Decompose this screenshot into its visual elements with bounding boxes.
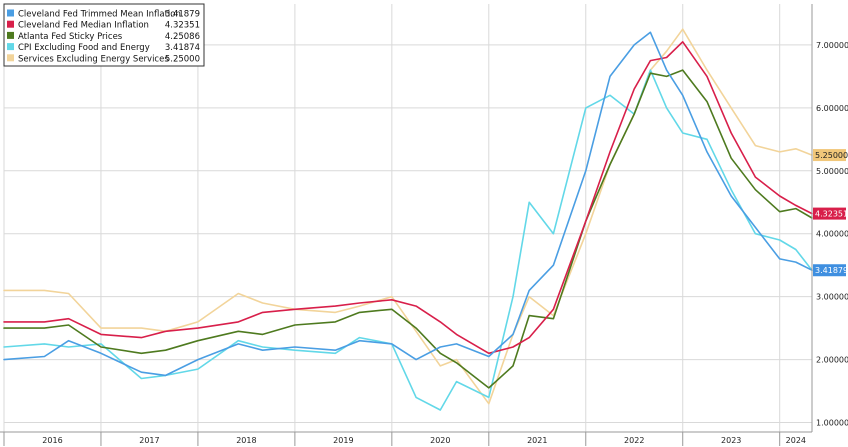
y-tick-label: 6.00000 [816, 104, 848, 113]
series-line [3, 69, 813, 389]
end-value-badge [813, 149, 846, 162]
legend-box [3, 3, 205, 67]
x-tick-label: 2024 [786, 436, 806, 445]
x-tick-label: 2021 [527, 436, 547, 445]
legend-series-value: 3.41874 [165, 43, 200, 53]
legend-series-value: 5.25000 [165, 54, 200, 64]
end-value-label: 4.32351 [815, 210, 848, 219]
y-tick-label: 7.00000 [816, 41, 848, 50]
legend-series-name: Atlanta Fed Sticky Prices [18, 32, 123, 42]
legend-swatch [7, 20, 14, 28]
end-value-badge [813, 264, 846, 277]
legend-swatch [7, 9, 14, 17]
y-tick-label: 2.00000 [816, 356, 848, 365]
series-layer [3, 28, 813, 411]
end-label-layer: 3.41879 4.32351 5.25000 [813, 149, 848, 277]
x-tick-label: 2018 [236, 436, 256, 445]
series-line [3, 28, 813, 405]
y-tick-label: 5.00000 [816, 167, 848, 176]
x-tick-label: 2019 [333, 436, 353, 445]
y-tick-label: 4.00000 [816, 230, 848, 239]
legend-series-value: 4.25086 [165, 32, 200, 42]
y-tick-label: 1.00000 [816, 419, 848, 428]
legend-swatch [7, 43, 14, 51]
series-line [3, 31, 813, 377]
x-tick-label: 2017 [139, 436, 159, 445]
axis-layer: 2016 2017 2018 2019 2020 2021 2022 2023 2024 1.00… [0, 4, 848, 446]
legend-series-value: 3.41879 [165, 10, 200, 20]
legend-series-name: Cleveland Fed Trimmed Mean Inflation [18, 10, 181, 20]
grid-layer [3, 4, 812, 432]
legend-swatch [7, 54, 14, 62]
legend-series-name: Services Excluding Energy Services [18, 54, 169, 64]
end-value-badge [813, 207, 846, 220]
y-tick-label: 3.00000 [816, 293, 848, 302]
x-tick-label: 2020 [430, 436, 450, 445]
series-line [3, 69, 813, 411]
end-value-label: 3.41879 [815, 266, 848, 275]
legend-series-name: Cleveland Fed Median Inflation [18, 21, 149, 31]
legend: Cleveland Fed Trimmed Mean Inflation3.41… [3, 3, 205, 67]
legend-series-value: 4.32351 [165, 21, 200, 31]
series-line [3, 41, 813, 355]
legend-series-name: CPI Excluding Food and Energy [18, 43, 150, 53]
end-value-label: 5.25000 [815, 151, 848, 160]
x-tick-label: 2023 [721, 436, 741, 445]
legend-swatch [7, 31, 14, 39]
x-tick-label: 2016 [42, 436, 62, 445]
x-tick-label: 2022 [624, 436, 644, 445]
